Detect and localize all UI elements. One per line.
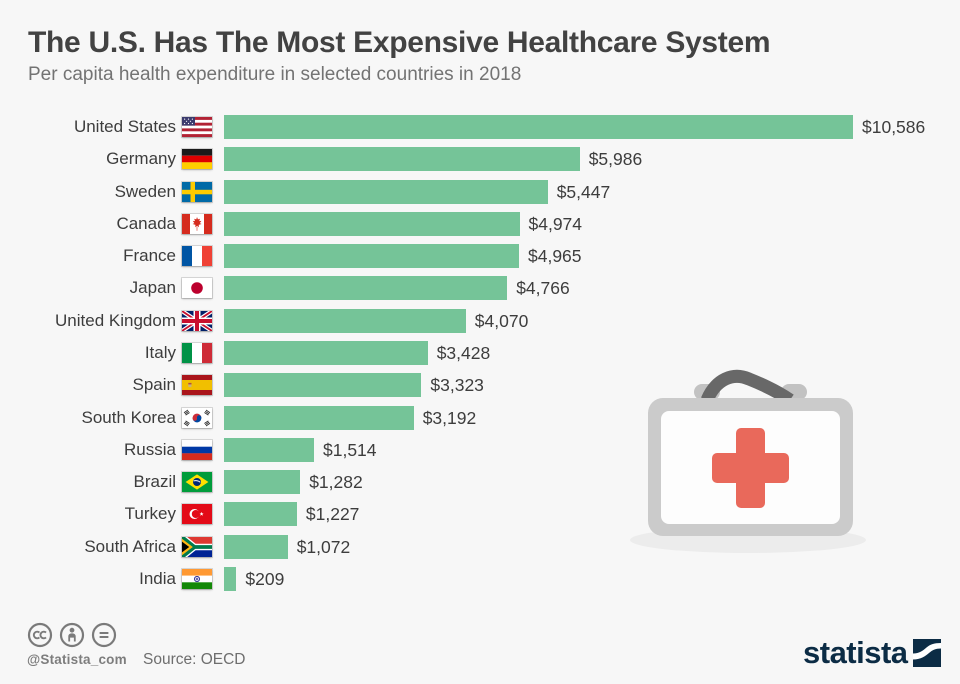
- chart-row: Russia $1,514: [0, 437, 960, 462]
- country-label: South Korea: [81, 407, 176, 427]
- license-icons: [27, 622, 117, 648]
- country-label: Japan: [129, 278, 176, 298]
- chart-row: Brazil $1,282: [0, 470, 960, 495]
- chart-row: South Africa $1,072: [0, 534, 960, 559]
- chart-row: Turkey $1,227: [0, 502, 960, 527]
- bar: [224, 308, 466, 333]
- value-label: $209: [245, 568, 285, 589]
- value-label: $4,070: [474, 310, 529, 331]
- country-label: Russia: [124, 439, 176, 459]
- country-label: India: [139, 568, 176, 588]
- bar: [224, 211, 520, 236]
- in-flag-icon: [182, 568, 212, 589]
- es-flag-icon: [182, 375, 212, 396]
- country-label: Brazil: [133, 472, 176, 492]
- red-cross-icon: [712, 428, 789, 508]
- value-label: $1,282: [309, 472, 363, 493]
- it-flag-icon: [182, 343, 212, 363]
- chart-row: Spain $3,323: [0, 373, 960, 398]
- bar: [224, 502, 297, 527]
- statista-logo-mark: [912, 639, 941, 667]
- value-label: $4,974: [528, 213, 583, 234]
- cc-icon: [27, 622, 53, 648]
- chart-row: Canada $4,974: [0, 211, 960, 236]
- chart-title: The U.S. Has The Most Expensive Healthca…: [28, 26, 771, 59]
- country-label: United Kingdom: [55, 310, 176, 330]
- gb-flag-icon: [182, 310, 212, 331]
- country-label: South Africa: [84, 536, 176, 556]
- statista-logo-text: statista: [803, 635, 908, 670]
- attribution-icon: [59, 622, 85, 648]
- chart-row: India $209: [0, 566, 960, 591]
- value-label: $1,514: [323, 439, 377, 460]
- bar: [224, 405, 414, 430]
- jp-flag-icon: [182, 278, 212, 299]
- bar: [224, 147, 580, 172]
- country-label: Italy: [144, 343, 176, 362]
- chart-row: United States $10,586: [0, 115, 960, 139]
- value-label: $3,323: [430, 375, 484, 396]
- chart-subtitle: Per capita health expenditure in selecte…: [28, 64, 522, 85]
- value-label: $10,586: [862, 117, 926, 137]
- country-label: Sweden: [114, 181, 176, 201]
- statista-logo: statista: [803, 637, 941, 669]
- value-label: $5,986: [588, 149, 643, 170]
- tr-flag-icon: [182, 504, 212, 525]
- us-flag-icon: [182, 117, 212, 137]
- first-aid-kit-illustration: [630, 369, 866, 553]
- bar: [224, 373, 422, 398]
- bar: [224, 470, 301, 495]
- value-label: $4,766: [516, 278, 570, 299]
- chart-row: Germany $5,986: [0, 147, 960, 172]
- value-label: $1,227: [305, 504, 360, 525]
- chart-row: Sweden $5,447: [0, 179, 960, 204]
- kit-handle: [701, 369, 794, 406]
- bar: [224, 566, 237, 591]
- ca-flag-icon: [182, 213, 212, 234]
- country-label: Germany: [106, 149, 176, 169]
- bar: [224, 341, 428, 365]
- chart-row: United Kingdom $4,070: [0, 308, 960, 333]
- bar: [224, 276, 508, 301]
- country-label: Canada: [116, 213, 176, 233]
- ru-flag-icon: [182, 439, 212, 460]
- za-flag-icon: [182, 536, 212, 557]
- bar-chart: United States $10,586 Germany $5,986 Sweden $…: [0, 115, 960, 591]
- value-label: $1,072: [296, 536, 351, 557]
- country-label: Turkey: [124, 504, 176, 524]
- chart-row: Japan $4,766: [0, 276, 960, 301]
- country-label: France: [123, 246, 176, 266]
- bar: [224, 179, 548, 204]
- source-label: Source: OECD: [143, 651, 246, 668]
- bar: [224, 437, 314, 462]
- se-flag-icon: [182, 181, 212, 202]
- value-label: $3,192: [422, 407, 477, 428]
- de-flag-icon: [182, 149, 212, 170]
- chart-row: France $4,965: [0, 244, 960, 269]
- chart-row: Italy $3,428: [0, 341, 960, 365]
- kr-flag-icon: [182, 407, 212, 428]
- bar: [224, 115, 853, 139]
- fr-flag-icon: [182, 246, 212, 267]
- bar: [224, 534, 288, 559]
- statista-handle: @Statista_com: [27, 652, 127, 667]
- value-label: $3,428: [436, 343, 491, 363]
- country-label: United States: [73, 117, 176, 136]
- bar: [224, 244, 519, 269]
- country-label: Spain: [132, 375, 176, 395]
- value-label: $4,965: [528, 246, 582, 267]
- no-derivatives-icon: [91, 622, 117, 648]
- value-label: $5,447: [556, 181, 611, 202]
- br-flag-icon: [182, 472, 212, 493]
- chart-row: South Korea $3,192: [0, 405, 960, 430]
